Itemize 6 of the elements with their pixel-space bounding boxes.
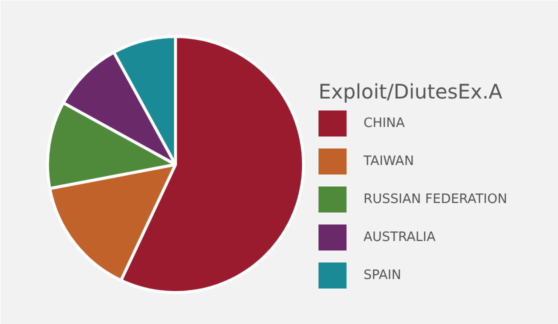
legend-label: SPAIN: [364, 268, 402, 283]
legend-label: AUSTRALIA: [364, 230, 436, 245]
text: Exploit/DiutesEx.A: [318, 80, 503, 104]
legend-label: CHINA: [364, 116, 405, 131]
legend-label: TAIWAN: [362, 154, 414, 169]
legend-label: RUSSIAN FEDERATION: [364, 192, 508, 207]
